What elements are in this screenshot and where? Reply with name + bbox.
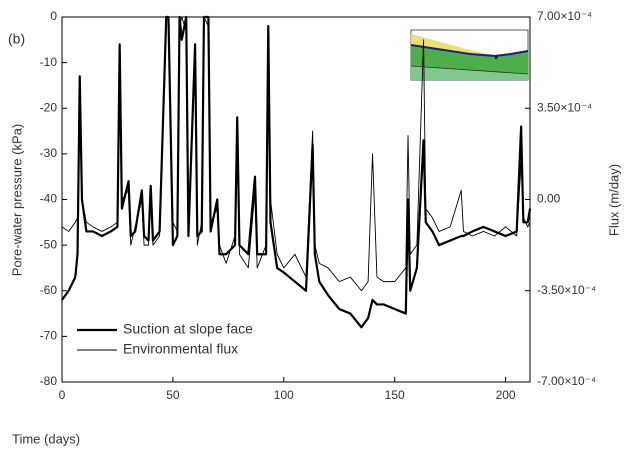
y2-tick-label: -7.00×10⁻⁴ [537, 374, 596, 388]
x-tick-label: 0 [59, 388, 66, 402]
inset-diagram: * [410, 29, 529, 81]
legend-label: Suction at slope face [123, 321, 253, 337]
x-axis-title: Time (days) [12, 431, 80, 446]
y2-tick-label: 7.00×10⁻⁴ [537, 9, 592, 23]
inset-layer [411, 34, 495, 56]
y-tick-label: 0 [50, 9, 57, 23]
y2-tick-label: 3.50×10⁻⁴ [537, 100, 592, 114]
x-tick-label: 200 [496, 388, 516, 402]
series-line [61, 16, 531, 292]
x-tick-label: 50 [166, 388, 180, 402]
inset-line [410, 65, 529, 75]
y-tick-label: -60 [40, 283, 58, 297]
y-tick-label: -70 [40, 329, 58, 343]
legend-label: Environmental flux [123, 341, 238, 357]
y2-tick-label: 0.00 [537, 192, 561, 206]
inset-layer [411, 66, 528, 80]
inset-marker: * [494, 54, 499, 66]
x-tick-label: 150 [385, 388, 405, 402]
y2-axis-title: Flux (m/day) [606, 164, 621, 236]
y-tick-label: -40 [40, 192, 58, 206]
panel-label: (b) [8, 31, 25, 47]
y-tick-label: -80 [40, 374, 58, 388]
y-tick-label: -50 [40, 237, 58, 251]
y2-tick-label: -3.50×10⁻⁴ [537, 283, 596, 297]
y-tick-label: -30 [40, 146, 58, 160]
x-tick-label: 100 [274, 388, 294, 402]
inset-line [410, 44, 529, 58]
y-tick-label: -10 [40, 55, 58, 69]
y-tick-label: -20 [40, 100, 58, 114]
y-axis-title: Pore-water pressure (kPa) [9, 124, 24, 276]
